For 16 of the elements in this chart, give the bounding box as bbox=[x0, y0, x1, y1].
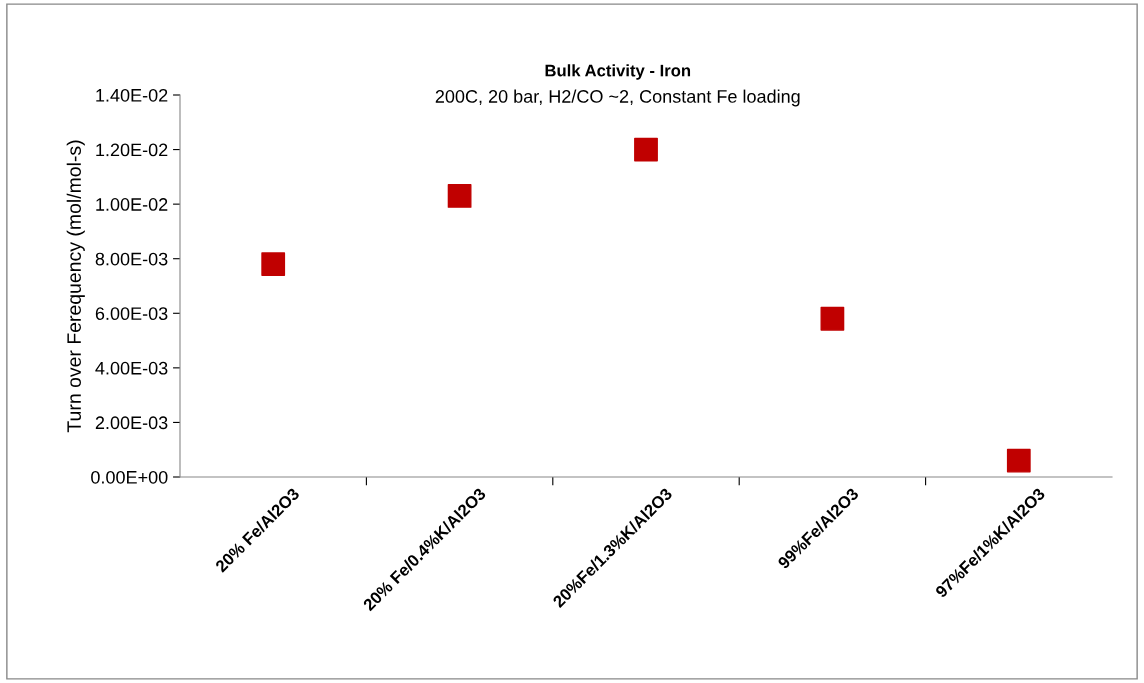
y-tick-label: 4.00E-03 bbox=[95, 361, 168, 375]
y-axis-title: Turn over Ferequency (mol/mol-s) bbox=[66, 140, 85, 433]
point bbox=[447, 184, 472, 208]
y-tick-label: 8.00E-03 bbox=[95, 252, 168, 266]
point bbox=[634, 137, 658, 162]
point bbox=[1006, 448, 1031, 473]
chart-subtitle: 200C, 20 bar, H2/CO ~2, Constant Fe loading bbox=[435, 89, 800, 107]
chart-title: Bulk Activity - Iron bbox=[545, 64, 691, 80]
y-tick-label: 2.00E-03 bbox=[95, 416, 168, 430]
y-tick-label: 0.00E+00 bbox=[91, 470, 168, 484]
y-tick-label: 1.20E-02 bbox=[96, 143, 168, 157]
y-tick-label: 1.40E-02 bbox=[96, 88, 168, 102]
point bbox=[261, 252, 286, 277]
y-tick-label: 1.00E-02 bbox=[96, 198, 168, 211]
y-tick-label: 6.00E-03 bbox=[95, 307, 168, 321]
point bbox=[820, 306, 845, 331]
